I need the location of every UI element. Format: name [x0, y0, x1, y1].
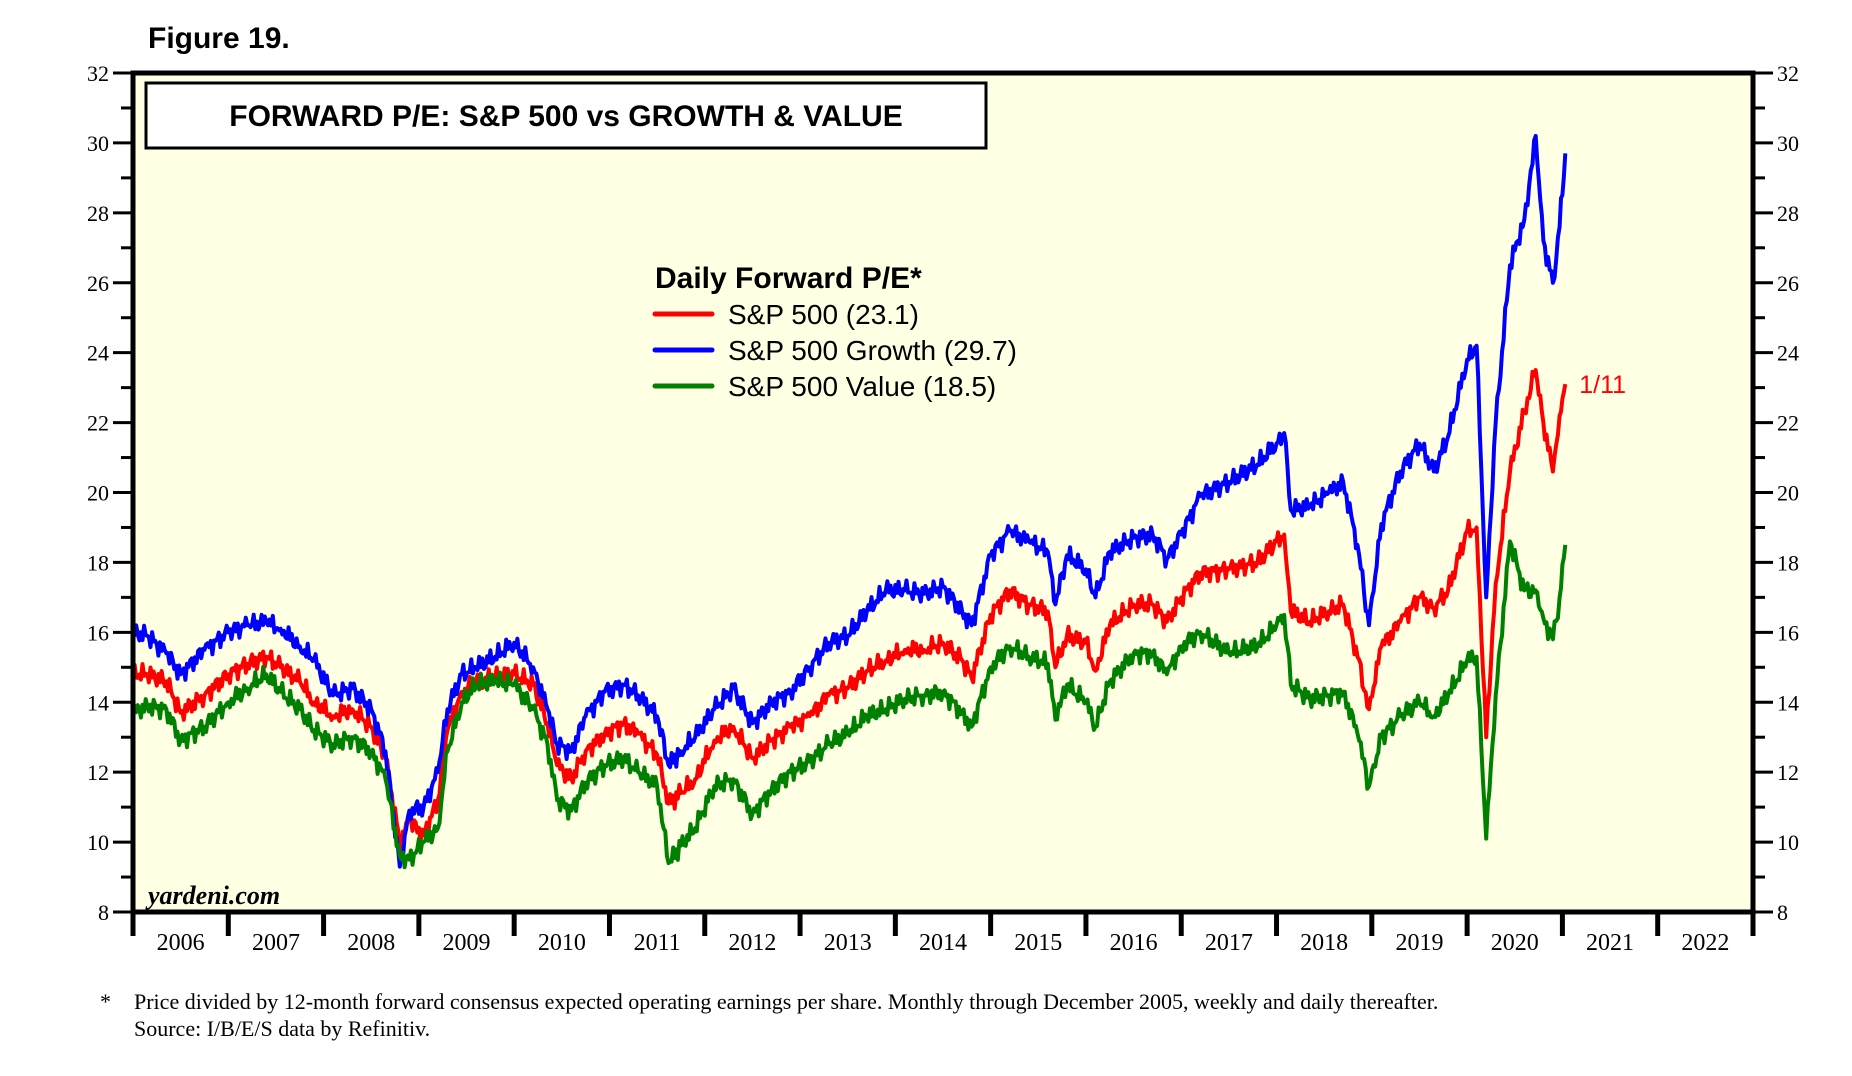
y-tick-label-right: 16 — [1777, 620, 1799, 645]
y-tick-label-right: 24 — [1777, 341, 1799, 366]
y-tick-label-left: 14 — [87, 690, 109, 715]
y-axis-left: 8 10 12 14 16 18 20 22 24 26 28 30 32 — [87, 61, 133, 925]
x-tick-label: 2012 — [728, 930, 776, 956]
x-tick-label: 2013 — [824, 930, 872, 956]
y-tick-label-right: 12 — [1777, 760, 1799, 785]
series-line-sp500 — [131, 368, 1568, 851]
x-tick-label: 2015 — [1014, 930, 1062, 956]
y-tick-label-left: 30 — [87, 131, 109, 156]
x-tick-label: 2022 — [1681, 930, 1729, 956]
y-tick-label-right: 20 — [1777, 481, 1799, 506]
y-tick-label-left: 24 — [87, 341, 109, 366]
y-tick-label-right: 30 — [1777, 131, 1799, 156]
x-tick-label: 2014 — [919, 930, 967, 956]
y-tick-label-right: 14 — [1777, 690, 1799, 715]
footnote-source: Source: I/B/E/S data by Refinitiv. — [134, 1016, 431, 1041]
x-tick-label: 2021 — [1586, 930, 1634, 956]
plot-background — [133, 73, 1753, 912]
end-date-label: 1/11 — [1579, 371, 1626, 399]
footnote-marker: * — [100, 989, 111, 1014]
y-tick-label-right: 32 — [1777, 61, 1799, 86]
footnote-text: Price divided by 12-month forward consen… — [134, 989, 1439, 1014]
title-box: FORWARD P/E: S&P 500 vs GROWTH & VALUE — [144, 81, 988, 150]
footnote: * Price divided by 12-month forward conse… — [100, 988, 1438, 1042]
series-layer — [131, 133, 1568, 870]
y-tick-label-left: 18 — [87, 550, 109, 575]
y-tick-label-right: 8 — [1777, 900, 1788, 925]
x-tick-label: 2009 — [443, 930, 491, 956]
x-tick-label: 2011 — [634, 930, 681, 956]
y-tick-label-left: 22 — [87, 411, 109, 436]
x-tick-label: 2019 — [1395, 930, 1443, 956]
y-tick-label-right: 22 — [1777, 411, 1799, 436]
series-line-growth — [131, 133, 1568, 869]
legend-label-value: S&P 500 Value (18.5) — [728, 371, 996, 402]
chart-title: FORWARD P/E: S&P 500 vs GROWTH & VALUE — [229, 100, 902, 133]
y-tick-label-left: 32 — [87, 61, 109, 86]
x-tick-label: 2010 — [538, 930, 586, 956]
y-tick-label-right: 10 — [1777, 830, 1799, 855]
legend: Daily Forward P/E* S&P 500 (23.1) S&P 500… — [652, 262, 1017, 402]
y-tick-label-left: 20 — [87, 481, 109, 506]
y-axis-right: 8 10 12 14 16 18 20 22 24 26 28 30 32 — [1753, 61, 1799, 925]
x-tick-label: 2016 — [1110, 930, 1158, 956]
y-tick-label-right: 26 — [1777, 271, 1799, 296]
legend-title: Daily Forward P/E* — [655, 262, 922, 295]
legend-label-growth: S&P 500 Growth (29.7) — [728, 335, 1017, 366]
figure-label: Figure 19. — [148, 22, 290, 55]
series-line-value — [131, 539, 1568, 870]
x-axis: 2006 2007 2008 2009 2010 2011 2012 2013 2014 2015… — [130, 912, 1756, 956]
y-tick-label-left: 16 — [87, 620, 109, 645]
y-tick-label-left: 12 — [87, 760, 109, 785]
watermark: yardeni.com — [145, 881, 280, 910]
x-tick-label: 2007 — [252, 930, 300, 956]
x-tick-label: 2017 — [1205, 930, 1253, 956]
x-tick-label: 2008 — [347, 930, 395, 956]
y-tick-label-left: 28 — [87, 201, 109, 226]
y-tick-label-left: 10 — [87, 830, 109, 855]
x-tick-label: 2006 — [157, 930, 205, 956]
x-tick-label: 2020 — [1491, 930, 1539, 956]
legend-label-sp500: S&P 500 (23.1) — [728, 299, 919, 330]
x-tick-label: 2018 — [1300, 930, 1348, 956]
y-tick-label-right: 28 — [1777, 201, 1799, 226]
y-tick-label-left: 8 — [98, 900, 109, 925]
y-tick-label-right: 18 — [1777, 550, 1799, 575]
y-tick-label-left: 26 — [87, 271, 109, 296]
